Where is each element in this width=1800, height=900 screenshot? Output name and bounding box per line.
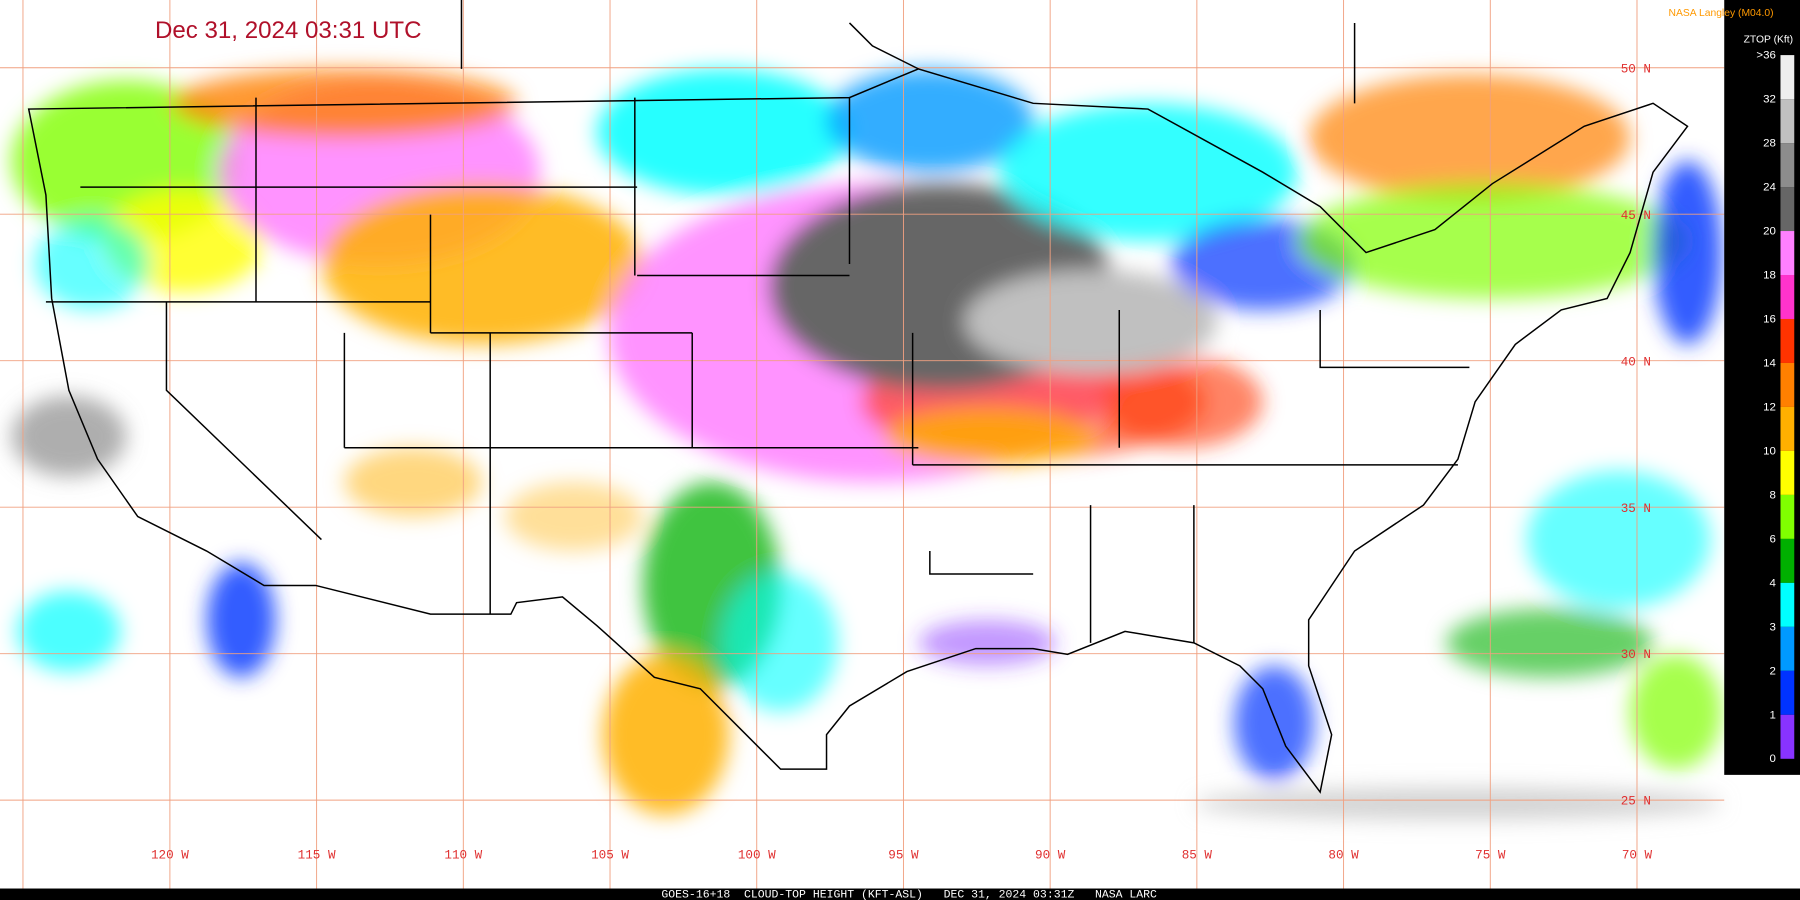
colorbar-swatch <box>1780 538 1795 583</box>
colorbar-swatch <box>1780 187 1795 232</box>
map-title: Dec 31, 2024 03:31 UTC <box>155 17 422 44</box>
footer-bar <box>0 888 1800 900</box>
colorbar-swatch <box>1780 406 1795 451</box>
colorbar-swatch <box>1780 450 1795 495</box>
latitude-label: 50 N <box>1621 61 1651 76</box>
longitude-label: 115 W <box>298 848 336 863</box>
colorbar-label: 3 <box>1770 621 1776 633</box>
colorbar-title: ZTOP (Kft) <box>1744 34 1794 45</box>
latitude-label: 35 N <box>1621 501 1651 516</box>
colorbar-label: >36 <box>1756 50 1775 62</box>
latitude-label: 30 N <box>1621 647 1651 662</box>
colorbar-swatch <box>1780 626 1795 671</box>
cloud-field <box>11 68 1722 820</box>
footer-text: GOES-16+18 CLOUD-TOP HEIGHT (KFT-ASL) DE… <box>661 889 1157 900</box>
longitude-label: 100 W <box>738 848 776 863</box>
colorbar-label: 20 <box>1763 225 1776 237</box>
latitude-label: 40 N <box>1621 354 1651 369</box>
colorbar-swatch <box>1780 55 1795 100</box>
longitude-label: 110 W <box>444 848 482 863</box>
colorbar-label: 28 <box>1763 138 1776 150</box>
colorbar-label: 32 <box>1763 94 1776 106</box>
boundaries <box>27 0 1689 794</box>
longitude-label: 85 W <box>1182 848 1213 863</box>
colorbar-label: 6 <box>1770 533 1776 545</box>
colorbar-swatch <box>1780 362 1795 407</box>
longitude-label: 120 W <box>151 848 189 863</box>
longitude-label: 90 W <box>1035 848 1066 863</box>
colorbar-label: 12 <box>1763 401 1776 413</box>
colorbar-label: 14 <box>1763 357 1776 369</box>
colorbar-swatch <box>1780 582 1795 627</box>
colorbar-swatch <box>1780 275 1795 319</box>
colorbar-label: 8 <box>1770 489 1776 501</box>
colorbar-swatch <box>1780 494 1795 539</box>
colorbar-label: 16 <box>1763 313 1776 325</box>
colorbar-swatch <box>1780 318 1795 363</box>
colorbar-label: 10 <box>1763 445 1776 457</box>
latitude-label: 25 N <box>1621 794 1651 809</box>
colorbar-swatch <box>1780 143 1795 188</box>
longitude-label: 80 W <box>1328 848 1359 863</box>
colorbar-swatch <box>1780 231 1795 276</box>
longitude-label: 95 W <box>888 848 919 863</box>
colorbar-label: 1 <box>1770 709 1776 721</box>
colorbar-label: 2 <box>1770 665 1776 677</box>
map-labels: 120 W 115 W 110 W 105 W 100 W 95 W 90 W 85 W 80 … <box>151 61 1653 862</box>
colorbar-label: 4 <box>1770 577 1777 589</box>
longitude-label: 75 W <box>1475 848 1506 863</box>
colorbar-label: 0 <box>1770 753 1776 765</box>
colorbar-label: 18 <box>1763 269 1776 281</box>
colorbar-label: 24 <box>1763 181 1776 193</box>
longitude-label: 105 W <box>591 848 629 863</box>
longitude-label: 70 W <box>1622 848 1653 863</box>
latitude-label: 45 N <box>1621 208 1651 223</box>
credit: NASA Langley (M04.0) <box>1669 8 1774 19</box>
colorbar-swatch <box>1780 99 1795 144</box>
colorbar-swatch <box>1780 714 1795 759</box>
graticule <box>0 0 1725 889</box>
colorbar-swatch <box>1780 670 1795 715</box>
